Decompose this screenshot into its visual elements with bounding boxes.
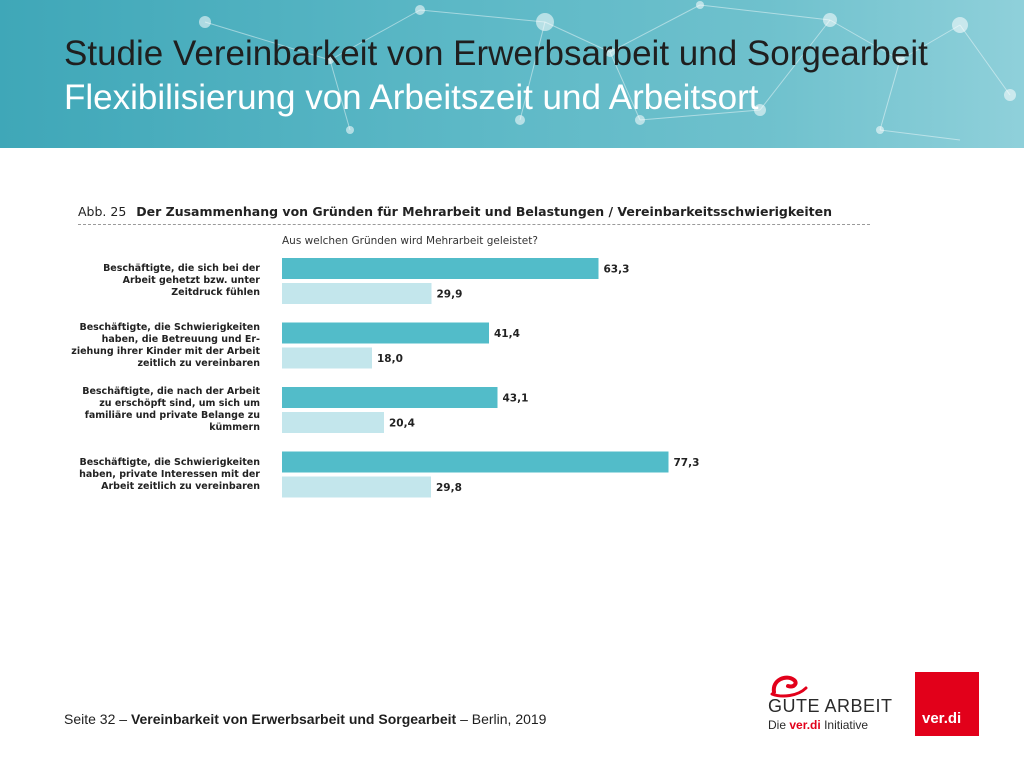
gute-arbeit-swirl-icon (770, 675, 808, 698)
bar (282, 451, 669, 473)
network-pattern-decoration (199, 1, 1016, 141)
gute-arbeit-tagline: Die ver.di Initiative (768, 718, 869, 732)
footer-separator: – (460, 711, 468, 727)
category-label: Beschäftigte, die Schwierigkeiten haben,… (79, 456, 260, 492)
category-label: Beschäftigte, die sich bei der Arbeit ge… (103, 263, 260, 298)
gute-arbeit-logo: GUTE ARBEIT Die ver.di Initiative (768, 672, 900, 732)
data-label: 63,3 (604, 264, 630, 276)
page-title: Studie Vereinbarkeit von Erwerbsarbeit u… (64, 34, 928, 73)
bar (282, 412, 384, 433)
footer-separator: – (119, 711, 128, 727)
data-label: 43,1 (503, 393, 529, 405)
data-label: 41,4 (494, 328, 520, 340)
bar (282, 283, 432, 304)
bar (282, 476, 431, 498)
category-label: Beschäftigte, die Schwierigkeiten haben,… (71, 321, 260, 369)
data-label: 29,8 (436, 482, 462, 494)
data-label: 77,3 (674, 457, 700, 469)
bar (282, 347, 372, 369)
chart-question: Aus welchen Gründen wird Mehrarbeit gele… (282, 235, 538, 247)
data-label: 29,9 (437, 289, 463, 301)
header-banner: Studie Vereinbarkeit von Erwerbsarbeit u… (0, 0, 1024, 148)
footer-study: Vereinbarkeit von Erwerbsarbeit und Sorg… (130, 711, 457, 727)
page-subtitle: Flexibilisierung von Arbeitszeit und Arb… (64, 78, 759, 117)
verdi-wordmark: ver.di (922, 710, 962, 727)
gute-arbeit-wordmark: GUTE ARBEIT (768, 696, 893, 716)
category-label: Beschäftigte, die nach der Arbeit zu ers… (82, 386, 260, 433)
data-label: 20,4 (389, 418, 415, 430)
data-label: 18,0 (377, 353, 403, 365)
divider (78, 224, 870, 225)
footer-page: Seite 32 (64, 711, 116, 727)
footer-place-year: Berlin, 2019 (471, 711, 547, 727)
bar (282, 387, 498, 408)
figure-number: Abb. 25 (78, 204, 127, 219)
bar (282, 258, 599, 279)
verdi-logo: ver.di (915, 672, 979, 736)
figure-heading: Abb. 25 Der Zusammenhang von Gründen für… (78, 204, 870, 219)
footer: Seite 32 – Vereinbarkeit von Erwerbsarbe… (64, 711, 546, 727)
figure-caption: Der Zusammenhang von Gründen für Mehrarb… (136, 204, 832, 219)
bar (282, 322, 489, 344)
